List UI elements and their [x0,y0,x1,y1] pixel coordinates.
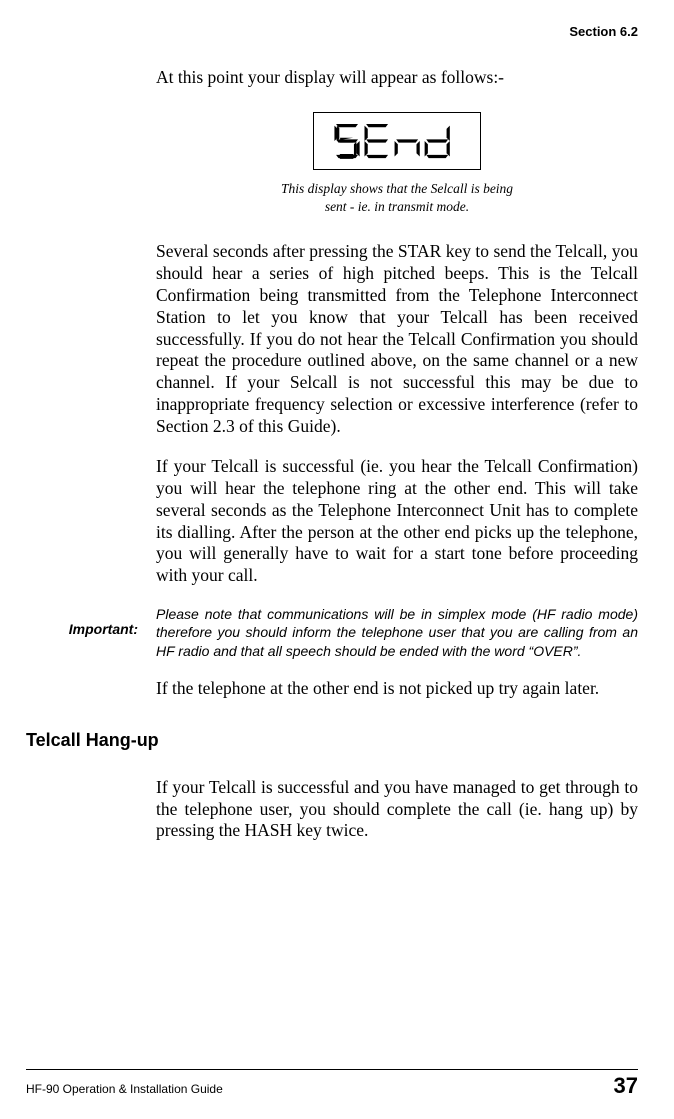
caption-line1: This display shows that the Selcall is b… [281,181,513,196]
footer-title: HF-90 Operation & Installation Guide [26,1082,223,1096]
intro-text: At this point your display will appear a… [156,67,638,88]
paragraph-2: If your Telcall is successful (ie. you h… [156,456,638,587]
display-caption: This display shows that the Selcall is b… [156,180,638,215]
important-text: Please note that communications will be … [156,605,638,660]
important-note: Important: Please note that communicatio… [26,605,638,660]
page-footer: HF-90 Operation & Installation Guide 37 [26,1069,638,1099]
caption-line2: sent - ie. in transmit mode. [325,199,469,214]
important-label: Important: [26,605,156,637]
lcd-send-icon [332,120,462,162]
lcd-display-box [313,112,481,170]
paragraph-3: If the telephone at the other end is not… [156,678,638,700]
content-area: At this point your display will appear a… [156,67,638,587]
paragraph-1: Several seconds after pressing the STAR … [156,241,638,438]
section-header: Section 6.2 [26,24,638,39]
paragraph-4: If your Telcall is successful and you ha… [156,777,638,843]
hangup-heading: Telcall Hang-up [26,730,638,751]
footer-page-number: 37 [614,1073,638,1099]
